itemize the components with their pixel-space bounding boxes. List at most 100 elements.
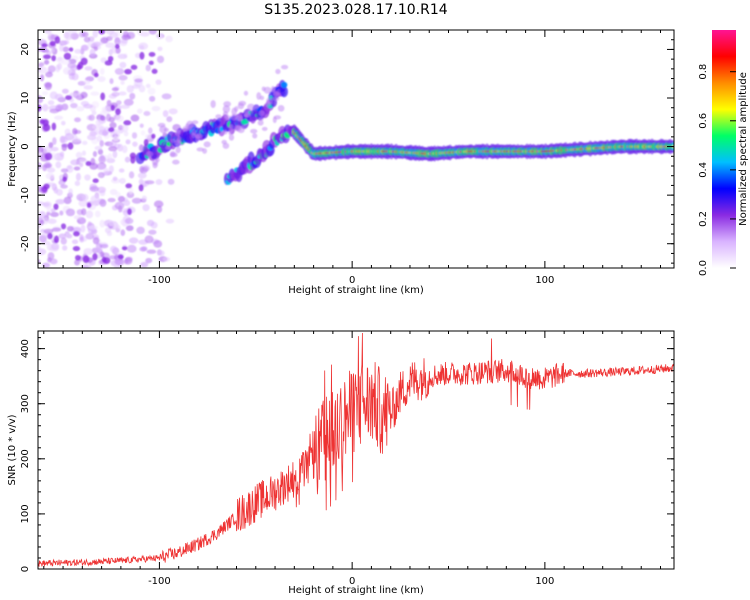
noise-blob: [47, 30, 52, 37]
noise-blob: [84, 66, 93, 71]
snr-panel: -100 0 100 0 100 200 300 400 Height of straigh…: [7, 330, 675, 596]
colorbar-label: Normalized spectral amplitude: [738, 72, 749, 226]
branch-noise: [222, 105, 231, 114]
noise-blob: [153, 200, 164, 208]
noise-blob: [43, 217, 49, 225]
noise-blob: [93, 46, 98, 52]
noise-blob: [76, 106, 85, 112]
noise-blob: [131, 132, 138, 139]
noise-blob: [74, 94, 82, 100]
noise-blob: [148, 229, 157, 235]
noise-blob: [89, 48, 96, 57]
noise-blob: [126, 85, 134, 93]
noise-blob: [49, 40, 56, 47]
noise-blob: [148, 60, 154, 66]
noise-blob: [53, 186, 59, 194]
noise-blob: [92, 237, 100, 245]
noise-blob: [43, 228, 54, 234]
noise-blob: [126, 244, 137, 253]
noise-blob: [161, 93, 172, 100]
noise-blob: [81, 150, 87, 156]
noise-blob: [60, 184, 68, 189]
noise-blob: [60, 237, 67, 245]
noise-blob: [57, 62, 63, 70]
noise-blob: [108, 165, 114, 173]
noise-blob: [60, 168, 69, 173]
noise-blob: [119, 177, 126, 184]
noise-blob: [108, 255, 119, 260]
noise-blob: [40, 74, 45, 82]
noise-blob: [100, 92, 106, 101]
noise-blob: [61, 88, 69, 94]
noise-blob: [82, 255, 90, 264]
noise-blob: [97, 76, 106, 82]
branch-noise: [139, 165, 145, 173]
noise-blob: [61, 120, 66, 126]
noise-blob: [62, 67, 73, 75]
noise-blob: [55, 103, 65, 111]
noise-blob: [71, 239, 79, 245]
branch-noise: [263, 86, 272, 94]
noise-blob: [107, 197, 116, 203]
noise-blob: [84, 174, 91, 181]
noise-blob: [74, 117, 81, 123]
noise-blob: [130, 64, 138, 70]
noise-blob: [65, 208, 75, 217]
branch-noise: [169, 152, 178, 158]
snr-y-axis: 0 100 200 300 400: [20, 337, 674, 572]
noise-blob: [86, 134, 97, 141]
noise-blob: [80, 217, 86, 224]
noise-blob: [66, 225, 74, 232]
y-tick-label: 200: [20, 449, 31, 468]
branch-noise: [215, 114, 222, 119]
branch-noise: [243, 90, 249, 96]
noise-blob: [94, 210, 101, 218]
noise-blob: [146, 219, 155, 227]
spectrogram-y-axis: -20 -10 0 10 20: [20, 29, 674, 264]
x-tick-label: 0: [349, 275, 355, 286]
noise-blob: [93, 41, 104, 46]
y-tick-label: -10: [20, 187, 31, 203]
noise-blob: [141, 195, 147, 202]
noise-blob: [81, 193, 89, 202]
noise-blob: [61, 143, 68, 152]
noise-blob: [42, 202, 50, 207]
noise-blob: [149, 95, 156, 102]
noise-blob: [111, 91, 120, 97]
noise-blob: [62, 176, 67, 182]
noise-blob: [54, 36, 61, 44]
noise-blob: [88, 114, 95, 121]
noise-blob: [117, 195, 126, 203]
noise-blob: [100, 37, 109, 44]
noise-blob: [119, 61, 127, 69]
noise-blob: [109, 188, 118, 196]
noise-blob: [78, 158, 88, 164]
noise-blob: [115, 108, 121, 116]
x-tick-label: -100: [148, 275, 171, 286]
noise-blob: [134, 78, 143, 83]
noise-blob: [46, 205, 52, 213]
y-tick-label: 400: [20, 339, 31, 358]
noise-blob: [121, 246, 128, 251]
noise-blob: [162, 110, 169, 118]
branch-noise: [164, 145, 171, 150]
noise-blob: [165, 218, 175, 224]
branch-noise: [243, 113, 249, 118]
branch-core: [280, 81, 288, 88]
noise-blob: [96, 135, 103, 142]
noise-blob: [43, 146, 53, 154]
noise-blob: [109, 122, 117, 129]
noise-blob: [117, 254, 124, 260]
noise-blob: [63, 52, 72, 60]
noise-blob: [109, 78, 114, 85]
noise-blob: [156, 55, 165, 64]
noise-blob: [95, 119, 103, 125]
noise-blob: [131, 197, 142, 204]
noise-blob: [95, 163, 106, 171]
noise-blob: [92, 178, 99, 184]
branch-noise: [159, 125, 167, 134]
noise-blob: [62, 245, 68, 251]
noise-blob: [89, 162, 99, 170]
noise-blob: [72, 245, 81, 252]
